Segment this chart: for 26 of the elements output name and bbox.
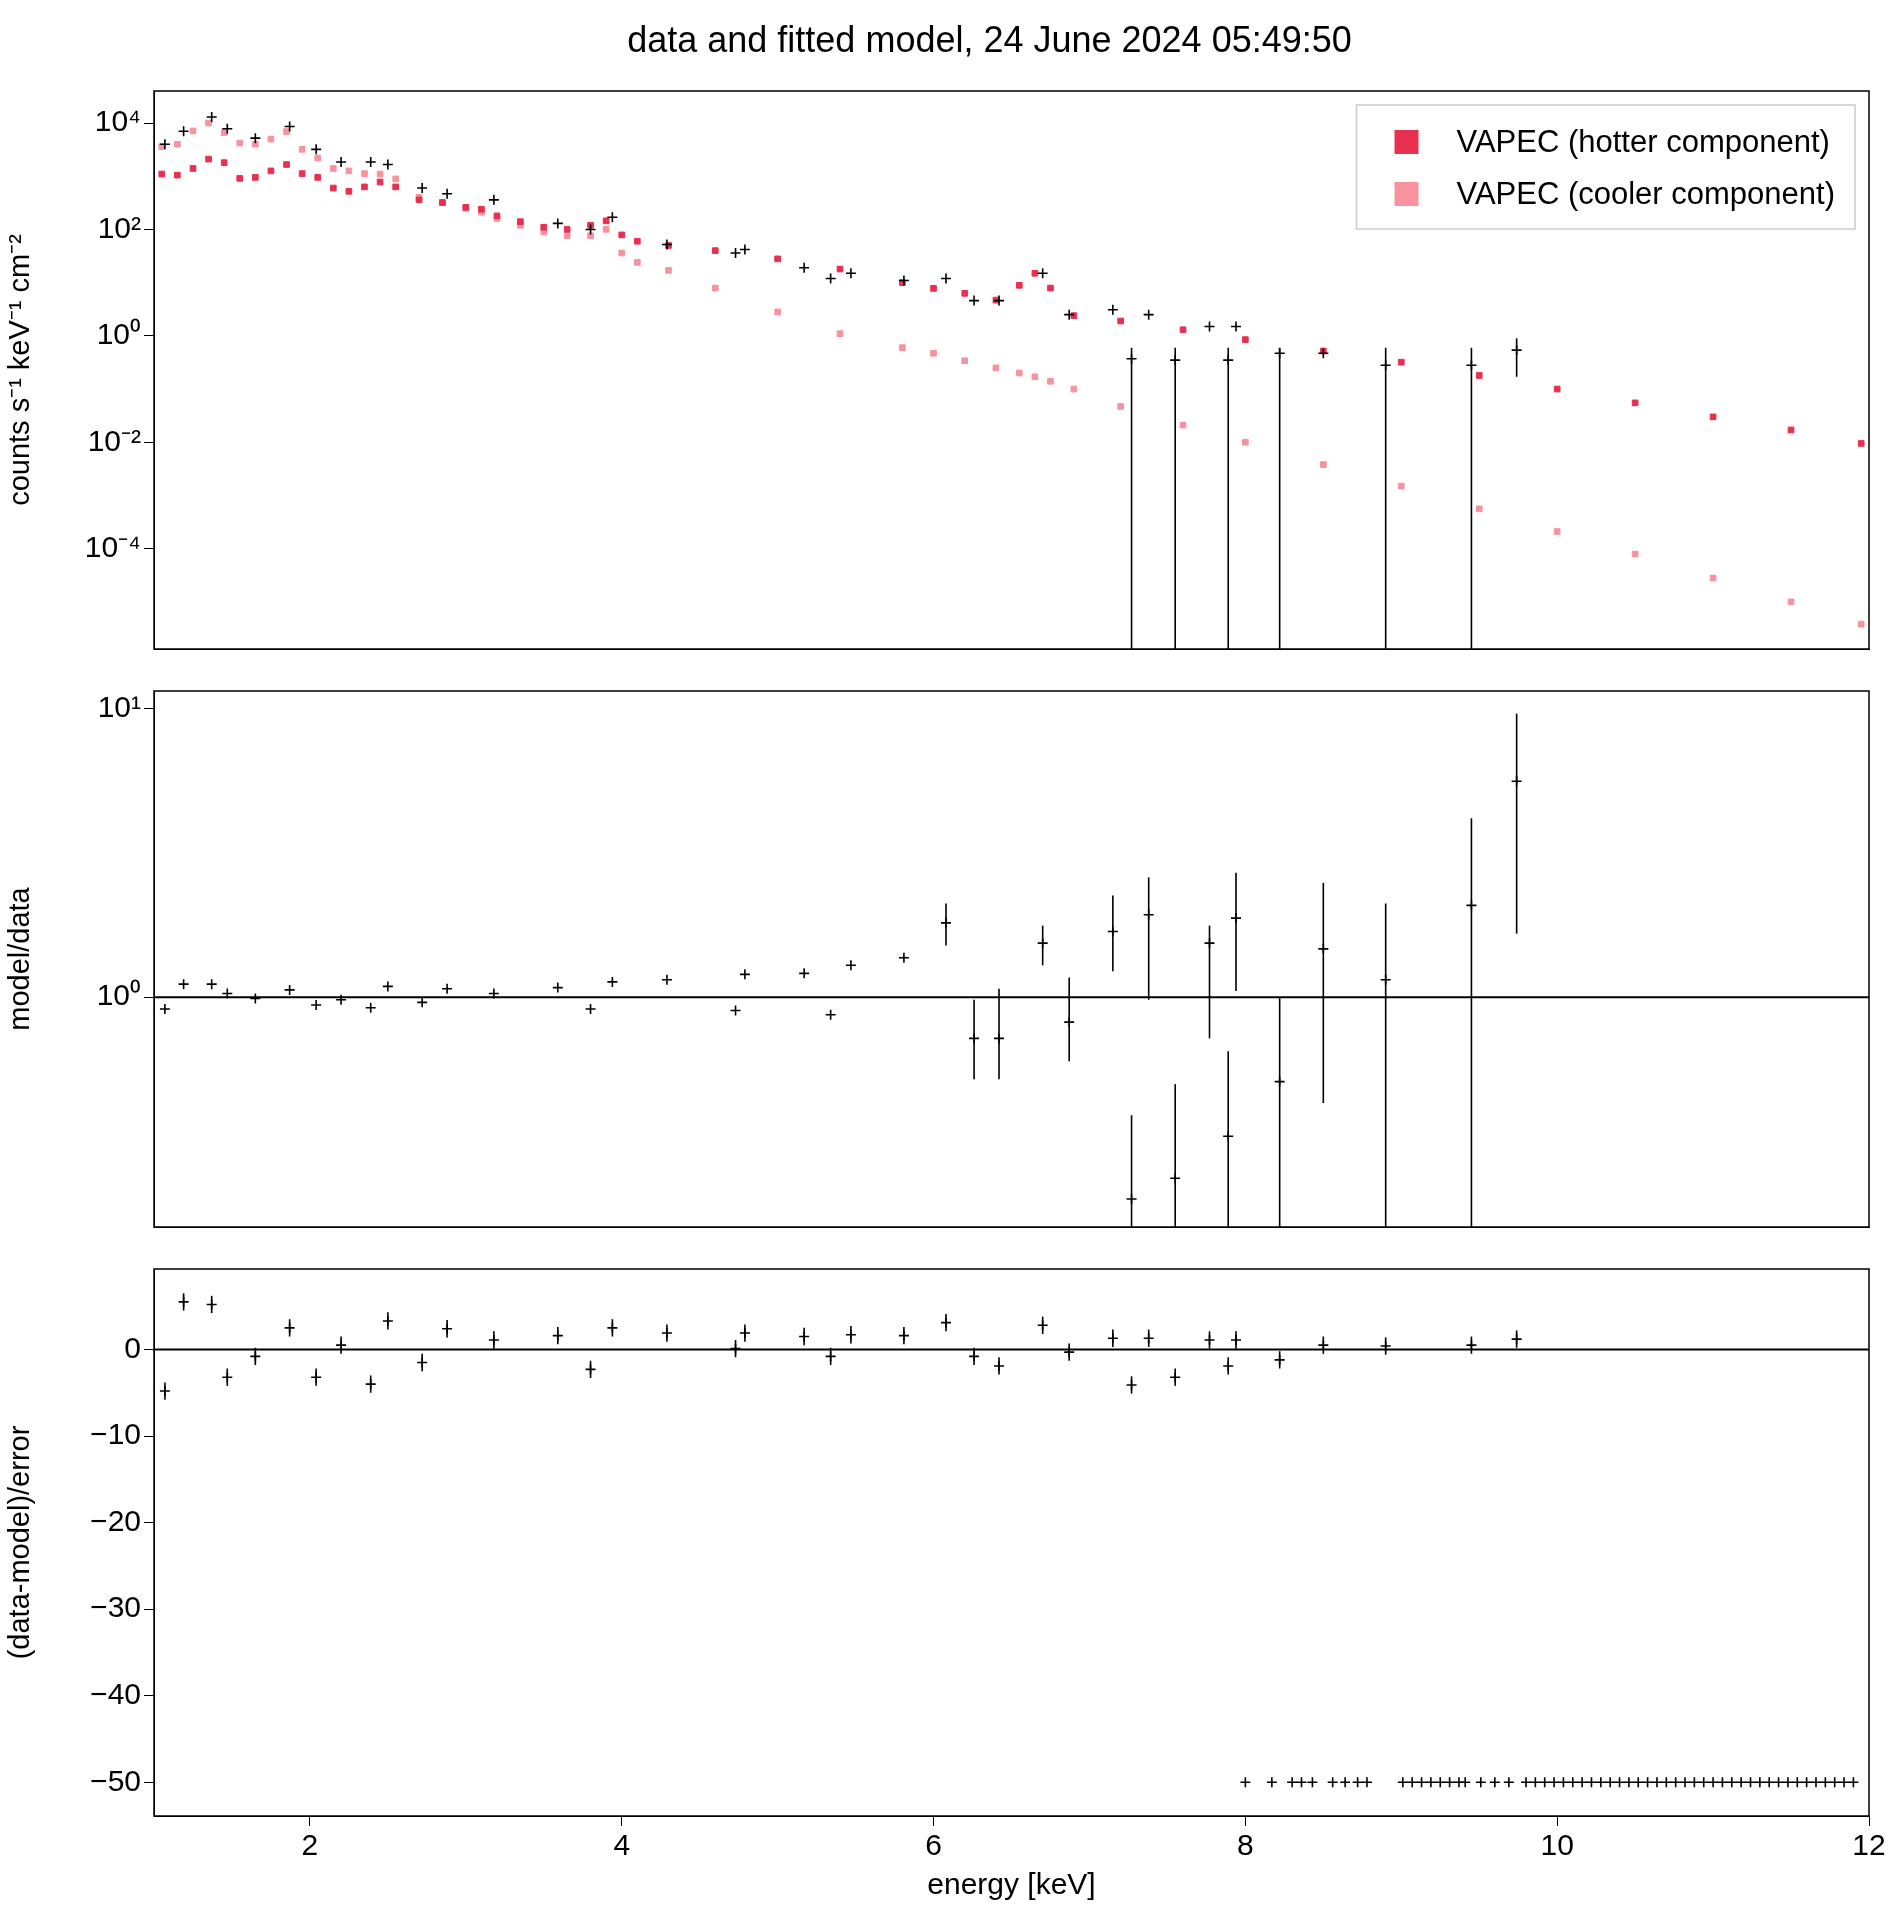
x-tick-label: 4 <box>613 1828 631 1862</box>
y-axis-title: counts s⁻¹ keV⁻¹ cm⁻² <box>3 233 36 506</box>
x-tick-label: 12 <box>1852 1828 1886 1862</box>
y-tick-label: 10² <box>97 210 142 244</box>
legend-label: VAPEC (cooler component) <box>1456 175 1836 211</box>
y-tick-label: −50 <box>90 1763 141 1797</box>
y-tick-label: −40 <box>90 1676 141 1710</box>
x-tick-label: 6 <box>925 1828 942 1862</box>
y-tick-label: 10⁻² <box>87 423 142 457</box>
y-tick-label: 10⁴ <box>94 104 141 138</box>
y-tick-label: −30 <box>90 1590 141 1624</box>
x-tick-label: 8 <box>1237 1828 1254 1862</box>
x-tick-label: 2 <box>301 1828 319 1862</box>
x-axis-title: energy [keV] <box>927 1867 1096 1901</box>
legend-label: VAPEC (hotter component) <box>1456 123 1830 159</box>
y-axis-title: model/data <box>3 886 36 1031</box>
y-tick-label: 10⁻⁴ <box>84 529 141 563</box>
y-tick-label: −20 <box>90 1503 141 1537</box>
y-tick-label: 0 <box>124 1330 141 1364</box>
y-axis-title: (data-model)/error <box>3 1425 36 1660</box>
x-tick-label: 10 <box>1540 1828 1574 1862</box>
y-tick-label: 10⁰ <box>96 317 141 351</box>
y-tick-label: 10¹ <box>97 689 142 723</box>
y-tick-label: 10⁰ <box>96 978 141 1012</box>
y-tick-label: −10 <box>90 1417 141 1451</box>
chart-title: data and fitted model, 24 June 2024 05:49:50 <box>626 18 1353 62</box>
